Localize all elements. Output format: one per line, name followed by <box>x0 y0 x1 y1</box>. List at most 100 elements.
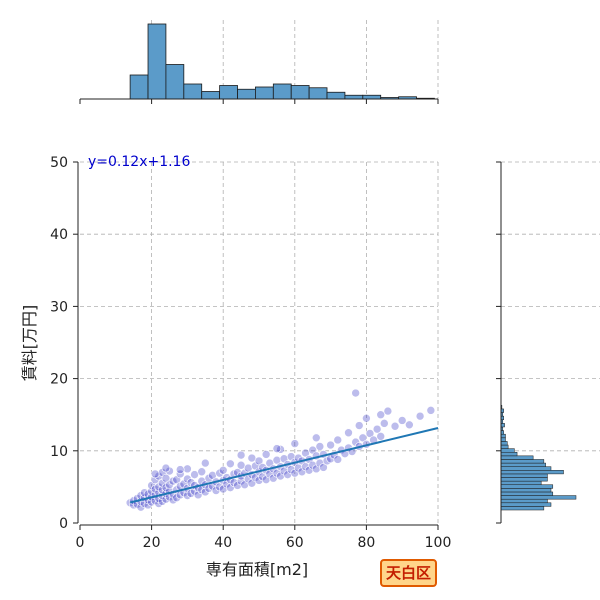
right-hist-bar <box>500 466 552 471</box>
scatter-point <box>236 450 246 460</box>
scatter-point <box>333 435 343 445</box>
scatter-point <box>351 388 360 398</box>
main-axes: 0 20 40 60 80 100 0 10 20 30 40 50 <box>50 155 451 551</box>
right-hist-bar <box>500 437 506 442</box>
scatter-point <box>390 421 400 431</box>
scatter-point <box>272 455 282 465</box>
scatter-point <box>211 486 221 495</box>
scatter-point <box>272 444 282 453</box>
scatter-point <box>269 473 278 483</box>
scatter-point <box>351 437 360 447</box>
scatter-point <box>247 453 257 463</box>
scatter-point <box>362 414 371 423</box>
right-hist-bar <box>500 473 548 478</box>
scatter-point <box>218 484 228 494</box>
y-axis-label: 賃料[万円] <box>20 305 39 382</box>
right-hist-bar <box>500 444 509 449</box>
regression-line <box>129 427 439 504</box>
scatter-point <box>405 420 414 430</box>
scatter-point <box>383 406 393 416</box>
scatter-point <box>204 473 214 483</box>
top-hist-bar <box>362 94 382 100</box>
scatter-point <box>276 471 285 481</box>
district-badge: 天白区 <box>380 559 438 587</box>
scatter-point <box>243 474 253 484</box>
scatter-points <box>125 388 436 512</box>
right-histogram <box>496 161 600 524</box>
regression-line-path <box>129 427 439 504</box>
scatter-point <box>150 469 160 479</box>
right-hist-bar <box>500 484 554 489</box>
scatter-point <box>301 462 310 471</box>
x-tick-label: 80 <box>357 535 375 551</box>
top-histogram <box>79 20 439 104</box>
scatter-point <box>333 455 343 464</box>
right-hist-bar <box>500 441 508 446</box>
top-hist-bar <box>308 87 328 100</box>
scatter-point <box>286 465 296 474</box>
scatter-point <box>415 411 425 421</box>
top-hist-bar <box>272 83 292 100</box>
scatter-point <box>215 468 224 478</box>
scatter-point <box>265 469 275 479</box>
scatter-point <box>165 480 174 490</box>
right-hist-bar <box>500 488 552 493</box>
y-tick-label: 0 <box>59 516 68 532</box>
right-hist-bar <box>500 462 546 467</box>
right-hist-bar <box>500 423 505 428</box>
top-hist-bar <box>183 83 203 100</box>
y-tick-label: 30 <box>50 299 68 315</box>
top-hist-bar <box>147 23 167 100</box>
main-grid <box>80 161 439 523</box>
scatter-point <box>294 463 303 473</box>
scatter-point <box>254 476 264 485</box>
top-hist-bar <box>165 64 185 100</box>
right-hist-bar <box>500 459 545 464</box>
right-hist-bar <box>500 433 506 439</box>
scatter-point <box>372 424 382 434</box>
right-hist-bar <box>500 448 515 453</box>
scatter-point <box>376 432 386 441</box>
scatter-point <box>311 433 321 443</box>
right-hist-bar <box>500 506 545 511</box>
right-hist-bar <box>500 498 548 504</box>
scatter-point <box>161 483 171 492</box>
right-hist-bar <box>500 491 554 496</box>
scatter-point <box>243 463 253 473</box>
x-tick-label: 60 <box>286 535 304 551</box>
scatter-point <box>276 445 285 454</box>
x-axis-label: 専有面積[m2] <box>206 560 308 579</box>
scatter-point <box>175 465 185 474</box>
scatter-point <box>365 429 375 438</box>
scatter-point <box>344 428 353 438</box>
scatter-point <box>233 481 242 490</box>
top-hist-bar <box>201 91 221 100</box>
scatter-point <box>261 450 271 459</box>
x-tick-label: 100 <box>425 535 452 551</box>
right-hist-bar <box>500 480 542 485</box>
scatter-point <box>218 465 228 475</box>
y-tick-label: 50 <box>50 155 68 171</box>
scatter-point <box>175 469 185 479</box>
scatter-point <box>354 421 364 430</box>
scatter-point <box>283 470 292 479</box>
x-tick-label: 40 <box>214 535 232 551</box>
top-hist-bar <box>344 94 364 100</box>
scatter-point <box>154 482 164 492</box>
y-tick-label: 20 <box>50 372 68 388</box>
scatter-point <box>358 433 368 443</box>
top-hist-bar <box>219 85 238 100</box>
scatter-point <box>279 466 289 476</box>
scatter-point <box>208 471 217 480</box>
scatter-point <box>376 410 386 420</box>
scatter-point <box>183 474 192 484</box>
y-tick-label: 10 <box>50 444 68 460</box>
scatter-point <box>186 478 196 487</box>
scatter-point <box>236 460 246 470</box>
scatter-point <box>158 478 167 488</box>
top-hist-bar <box>129 74 149 100</box>
scatter-point <box>304 465 314 475</box>
scatter-point <box>201 458 210 468</box>
scatter-point <box>319 463 328 472</box>
right-hist-bar <box>500 455 534 460</box>
